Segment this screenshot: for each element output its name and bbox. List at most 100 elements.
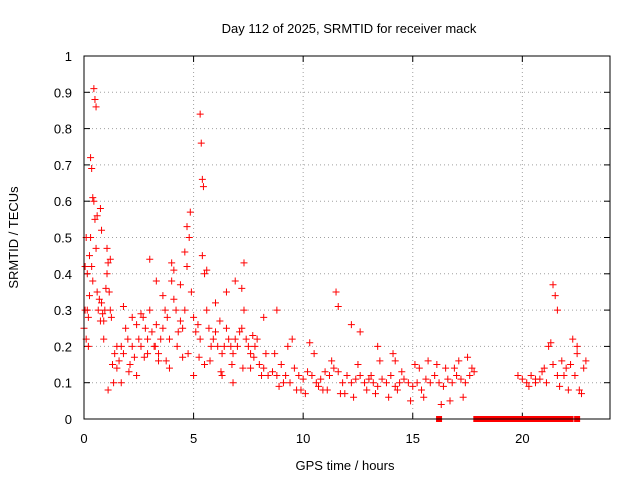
data-point: [236, 328, 244, 336]
data-point: [315, 382, 323, 390]
data-point: [444, 375, 452, 383]
grid-lines: [84, 56, 610, 419]
data-point: [361, 379, 369, 387]
data-point: [582, 357, 590, 365]
data-point: [547, 339, 555, 347]
data-point: [119, 350, 127, 358]
data-point: [549, 281, 557, 289]
data-point: [85, 292, 93, 300]
y-tick-label: 0: [65, 412, 72, 427]
data-point: [159, 292, 167, 300]
data-point: [124, 335, 132, 343]
data-point: [518, 375, 526, 383]
data-point: [196, 110, 204, 118]
data-point: [90, 85, 98, 93]
data-point: [352, 375, 360, 383]
data-point: [125, 368, 133, 376]
data-point: [426, 379, 434, 387]
data-point: [569, 335, 577, 343]
data-point: [194, 321, 202, 329]
data-point: [409, 382, 417, 390]
data-point: [106, 255, 114, 263]
data-point: [459, 393, 467, 401]
data-point: [165, 364, 173, 372]
data-point: [334, 368, 342, 376]
data-point: [184, 350, 192, 358]
data-point: [391, 382, 399, 390]
data-point: [260, 364, 268, 372]
data-point: [209, 335, 217, 343]
data-point: [151, 342, 159, 350]
data-point: [146, 255, 154, 263]
data-point: [356, 371, 364, 379]
data-point: [455, 357, 463, 365]
data-point: [181, 306, 189, 314]
data-point: [148, 328, 156, 336]
y-tick-label: 0.4: [54, 267, 72, 282]
data-point: [446, 397, 454, 405]
data-point: [100, 317, 108, 325]
data-point: [275, 382, 283, 390]
data-point: [571, 371, 579, 379]
data-point: [83, 270, 91, 278]
plot-frame: [83, 55, 611, 420]
data-point: [83, 306, 91, 314]
data-point: [206, 357, 214, 365]
data-point: [431, 371, 439, 379]
data-point: [562, 364, 570, 372]
data-point: [374, 342, 382, 350]
data-point: [103, 270, 111, 278]
data-point: [371, 390, 379, 398]
data-point: [330, 364, 338, 372]
data-point: [299, 375, 307, 383]
data-point: [93, 212, 101, 220]
data-point: [130, 353, 138, 361]
data-point: [393, 386, 401, 394]
data-point: [152, 277, 160, 285]
data-point: [110, 379, 118, 387]
data-point: [227, 342, 235, 350]
data-point: [558, 357, 566, 365]
data-point: [90, 197, 98, 205]
data-point: [295, 371, 303, 379]
data-point: [220, 342, 228, 350]
data-point: [128, 313, 136, 321]
data-point: [229, 379, 237, 387]
data-point: [137, 342, 145, 350]
data-point: [144, 335, 152, 343]
data-point: [279, 379, 287, 387]
data-point: [433, 361, 441, 369]
data-point: [119, 302, 127, 310]
data-point: [179, 353, 187, 361]
data-point: [354, 361, 362, 369]
data-point: [244, 342, 252, 350]
data-point: [567, 361, 575, 369]
data-point: [216, 317, 224, 325]
data-point: [242, 335, 250, 343]
data-point: [155, 350, 163, 358]
data-point: [238, 284, 246, 292]
data-point: [461, 379, 469, 387]
data-point: [88, 263, 96, 271]
data-point: [113, 364, 121, 372]
data-point: [104, 259, 112, 267]
data-point: [190, 371, 198, 379]
data-point: [99, 310, 107, 318]
data-point: [378, 375, 386, 383]
data-point: [382, 379, 390, 387]
data-point: [549, 361, 557, 369]
data-point: [249, 332, 257, 340]
y-tick-label: 0.9: [54, 85, 72, 100]
data-point: [203, 306, 211, 314]
data-point: [396, 379, 404, 387]
data-point: [137, 310, 145, 318]
data-point: [404, 379, 412, 387]
data-point: [192, 328, 200, 336]
data-point: [197, 139, 205, 147]
data-point: [255, 361, 263, 369]
data-point: [231, 277, 239, 285]
data-point: [376, 357, 384, 365]
data-point: [464, 353, 472, 361]
chart-title: Day 112 of 2025, SRMTID for receiver mac…: [222, 21, 477, 36]
